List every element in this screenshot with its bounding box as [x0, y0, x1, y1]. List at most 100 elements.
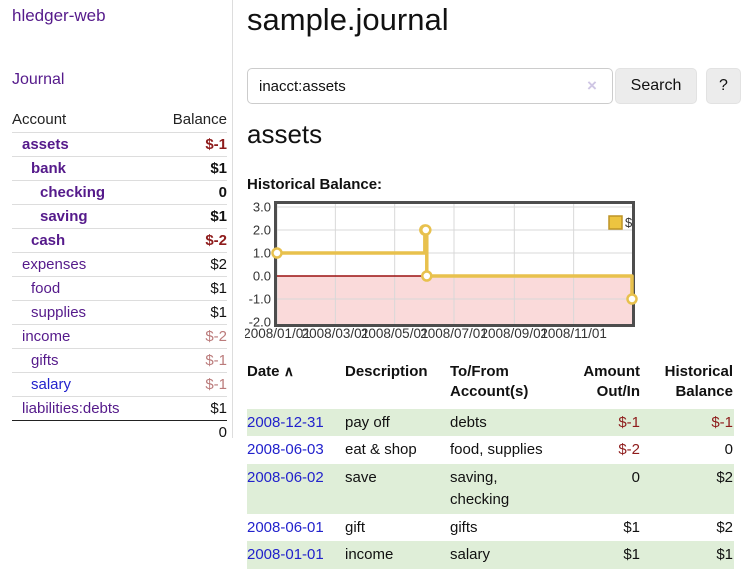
account-row: assets $-1	[12, 132, 227, 157]
account-balance: $1	[154, 396, 227, 421]
account-link[interactable]: income	[22, 328, 71, 345]
account-link[interactable]: saving	[40, 208, 88, 225]
register-table: Date ∧ Description To/From Account(s) Am…	[247, 360, 734, 569]
transaction-balance: 0	[724, 441, 733, 459]
transaction-amount: 0	[631, 469, 640, 486]
account-link[interactable]: supplies	[31, 304, 87, 321]
transaction-balance: $-1	[711, 413, 733, 431]
clear-search-icon[interactable]: ×	[587, 76, 597, 95]
account-balance: $1	[154, 156, 227, 181]
account-row: income $-2	[12, 324, 227, 349]
account-balance-table: Account Balance assets $-1 bank $1 checking 0…	[12, 108, 227, 444]
sidebar-item-journal[interactable]: Journal	[12, 71, 65, 88]
svg-text:0.0: 0.0	[253, 269, 271, 284]
account-link[interactable]: liabilities:debts	[22, 400, 120, 417]
svg-text:$: $	[625, 215, 633, 230]
total-balance: 0	[154, 420, 227, 444]
transaction-date-link[interactable]: 2008-06-03	[247, 441, 324, 459]
transaction-date-link[interactable]: 2008-12-31	[247, 413, 324, 431]
balance-column-header: Historical Balance	[664, 363, 733, 401]
account-row: cash $-2	[12, 228, 227, 253]
account-link[interactable]: checking	[40, 184, 106, 201]
svg-text:-2.0: -2.0	[249, 315, 271, 330]
sort-ascending-icon: ∧	[283, 363, 294, 379]
historical-balance-chart: $3.0 2.0 1.0 0.0 -1.0 -2.0 2008/01/01 2008/03/0…	[243, 200, 645, 348]
main-content: sample.journal × Search ? assets Histori…	[243, 0, 742, 582]
account-balance: $1	[154, 276, 227, 301]
transaction-description: income	[345, 546, 394, 564]
transaction-amount: $1	[623, 546, 640, 564]
account-balance: $-2	[154, 228, 227, 253]
transaction-amount: $-2	[618, 441, 640, 459]
account-balance: $1	[154, 300, 227, 325]
sidebar-divider	[232, 0, 233, 438]
chart-svg: $3.0 2.0 1.0 0.0 -1.0 -2.02008/01/012008/03/0…	[243, 200, 638, 341]
register-table-body: 2008-12-31 pay off debts $-1 $-1 2008-06-03 ea…	[247, 408, 734, 569]
account-link[interactable]: cash	[31, 232, 66, 249]
account-row: gifts $-1	[12, 348, 227, 373]
register-row: 2008-06-01 gift gifts $1 $2	[247, 514, 734, 542]
balance-column-header: Balance	[172, 111, 227, 128]
account-balance: $-2	[154, 324, 227, 349]
app-title-link[interactable]: hledger-web	[12, 6, 106, 25]
account-row: saving $1	[12, 204, 227, 229]
account-link[interactable]: food	[31, 280, 61, 297]
account-table-body: assets $-1 bank $1 checking 0 saving $1 cash $-2 e…	[12, 132, 227, 444]
svg-text:2008/01/01: 2008/01/01	[245, 326, 311, 341]
transaction-date-link[interactable]: 2008-01-01	[247, 546, 324, 564]
account-row: supplies $1	[12, 300, 227, 325]
transaction-amount: $1	[623, 518, 640, 536]
transaction-description: eat & shop	[345, 441, 417, 459]
transaction-amount: $-1	[618, 413, 640, 431]
date-column-header[interactable]: Date ∧	[247, 363, 294, 380]
register-header-row: Date ∧ Description To/From Account(s) Am…	[247, 360, 734, 409]
transaction-balance: $1	[716, 546, 733, 564]
search-input[interactable]	[247, 68, 613, 104]
account-column-header: Account	[12, 111, 67, 128]
register-row: 2008-06-02 save saving, checking 0 $2	[247, 464, 734, 514]
svg-text:2008/11/01: 2008/11/01	[540, 326, 607, 341]
help-button[interactable]: ?	[706, 68, 741, 104]
account-balance: $2	[154, 252, 227, 277]
transaction-description: gift	[345, 518, 366, 536]
register-row: 2008-06-03 eat & shop food, supplies $-2 0	[247, 436, 734, 464]
svg-text:2008/05/01: 2008/05/01	[361, 326, 429, 341]
account-balance: $-1	[154, 372, 227, 397]
transaction-description: save	[345, 469, 377, 486]
account-balance: $-1	[154, 132, 227, 157]
svg-text:1.0: 1.0	[253, 246, 271, 261]
search-button[interactable]: Search	[615, 68, 697, 104]
register-row: 2008-01-01 income salary $1 $1	[247, 541, 734, 569]
transaction-date-link[interactable]: 2008-06-01	[247, 518, 324, 536]
transaction-description: pay off	[345, 413, 390, 431]
account-link[interactable]: expenses	[22, 256, 87, 273]
svg-text:3.0: 3.0	[253, 200, 271, 215]
account-row: salary $-1	[12, 372, 227, 397]
chart-title: Historical Balance:	[247, 176, 383, 193]
account-row: expenses $2	[12, 252, 227, 277]
account-heading: assets	[247, 119, 323, 149]
sidebar: hledger-web Journal Account Balance asse…	[0, 0, 233, 460]
accounts-column-header: To/From Account(s)	[450, 363, 529, 401]
register-row: 2008-12-31 pay off debts $-1 $-1	[247, 408, 734, 437]
search-form: × Search ?	[247, 68, 742, 104]
svg-text:2.0: 2.0	[253, 223, 271, 238]
svg-text:2008/03/01: 2008/03/01	[302, 326, 370, 341]
transaction-accounts: food, supplies	[450, 441, 543, 459]
account-balance: $-1	[154, 348, 227, 373]
svg-text:-1.0: -1.0	[249, 292, 271, 307]
account-link[interactable]: gifts	[31, 352, 59, 369]
page-title: sample.journal	[247, 2, 449, 37]
account-link[interactable]: salary	[31, 376, 72, 393]
transaction-balance: $2	[716, 518, 733, 536]
account-row: liabilities:debts $1	[12, 396, 227, 421]
transaction-balance: $2	[716, 469, 733, 486]
svg-text:2008/09/01: 2008/09/01	[481, 326, 549, 341]
transaction-accounts: saving, checking	[450, 469, 510, 508]
account-link[interactable]: bank	[31, 160, 67, 177]
account-link[interactable]: assets	[22, 136, 69, 153]
transaction-date-link[interactable]: 2008-06-02	[247, 469, 324, 486]
amount-column-header: Amount Out/In	[583, 363, 640, 401]
transaction-accounts: debts	[450, 413, 487, 431]
